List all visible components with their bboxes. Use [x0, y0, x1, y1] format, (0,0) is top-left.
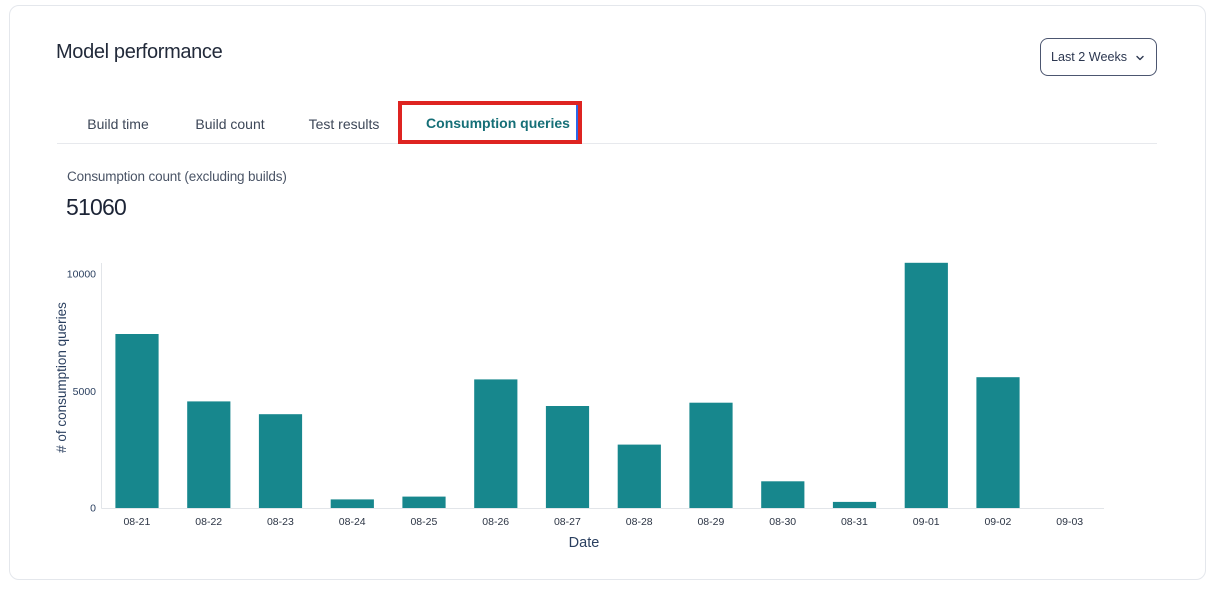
svg-text:08-24: 08-24	[339, 516, 366, 528]
svg-text:08-21: 08-21	[123, 516, 150, 528]
svg-text:08-29: 08-29	[697, 516, 724, 528]
svg-text:# of consumption queries: # of consumption queries	[54, 302, 69, 453]
svg-text:08-23: 08-23	[267, 516, 294, 528]
svg-text:08-26: 08-26	[482, 516, 509, 528]
svg-text:Date: Date	[569, 535, 600, 551]
svg-text:08-28: 08-28	[626, 516, 653, 528]
svg-text:09-01: 09-01	[913, 516, 940, 528]
svg-text:08-30: 08-30	[769, 516, 796, 528]
svg-text:10000: 10000	[67, 269, 96, 281]
svg-text:0: 0	[90, 503, 96, 515]
svg-text:5000: 5000	[73, 386, 97, 398]
svg-text:08-25: 08-25	[410, 516, 437, 528]
svg-text:09-03: 09-03	[1056, 516, 1083, 528]
svg-text:08-31: 08-31	[841, 516, 868, 528]
svg-text:09-02: 09-02	[984, 516, 1011, 528]
svg-text:08-27: 08-27	[554, 516, 581, 528]
svg-text:08-22: 08-22	[195, 516, 222, 528]
